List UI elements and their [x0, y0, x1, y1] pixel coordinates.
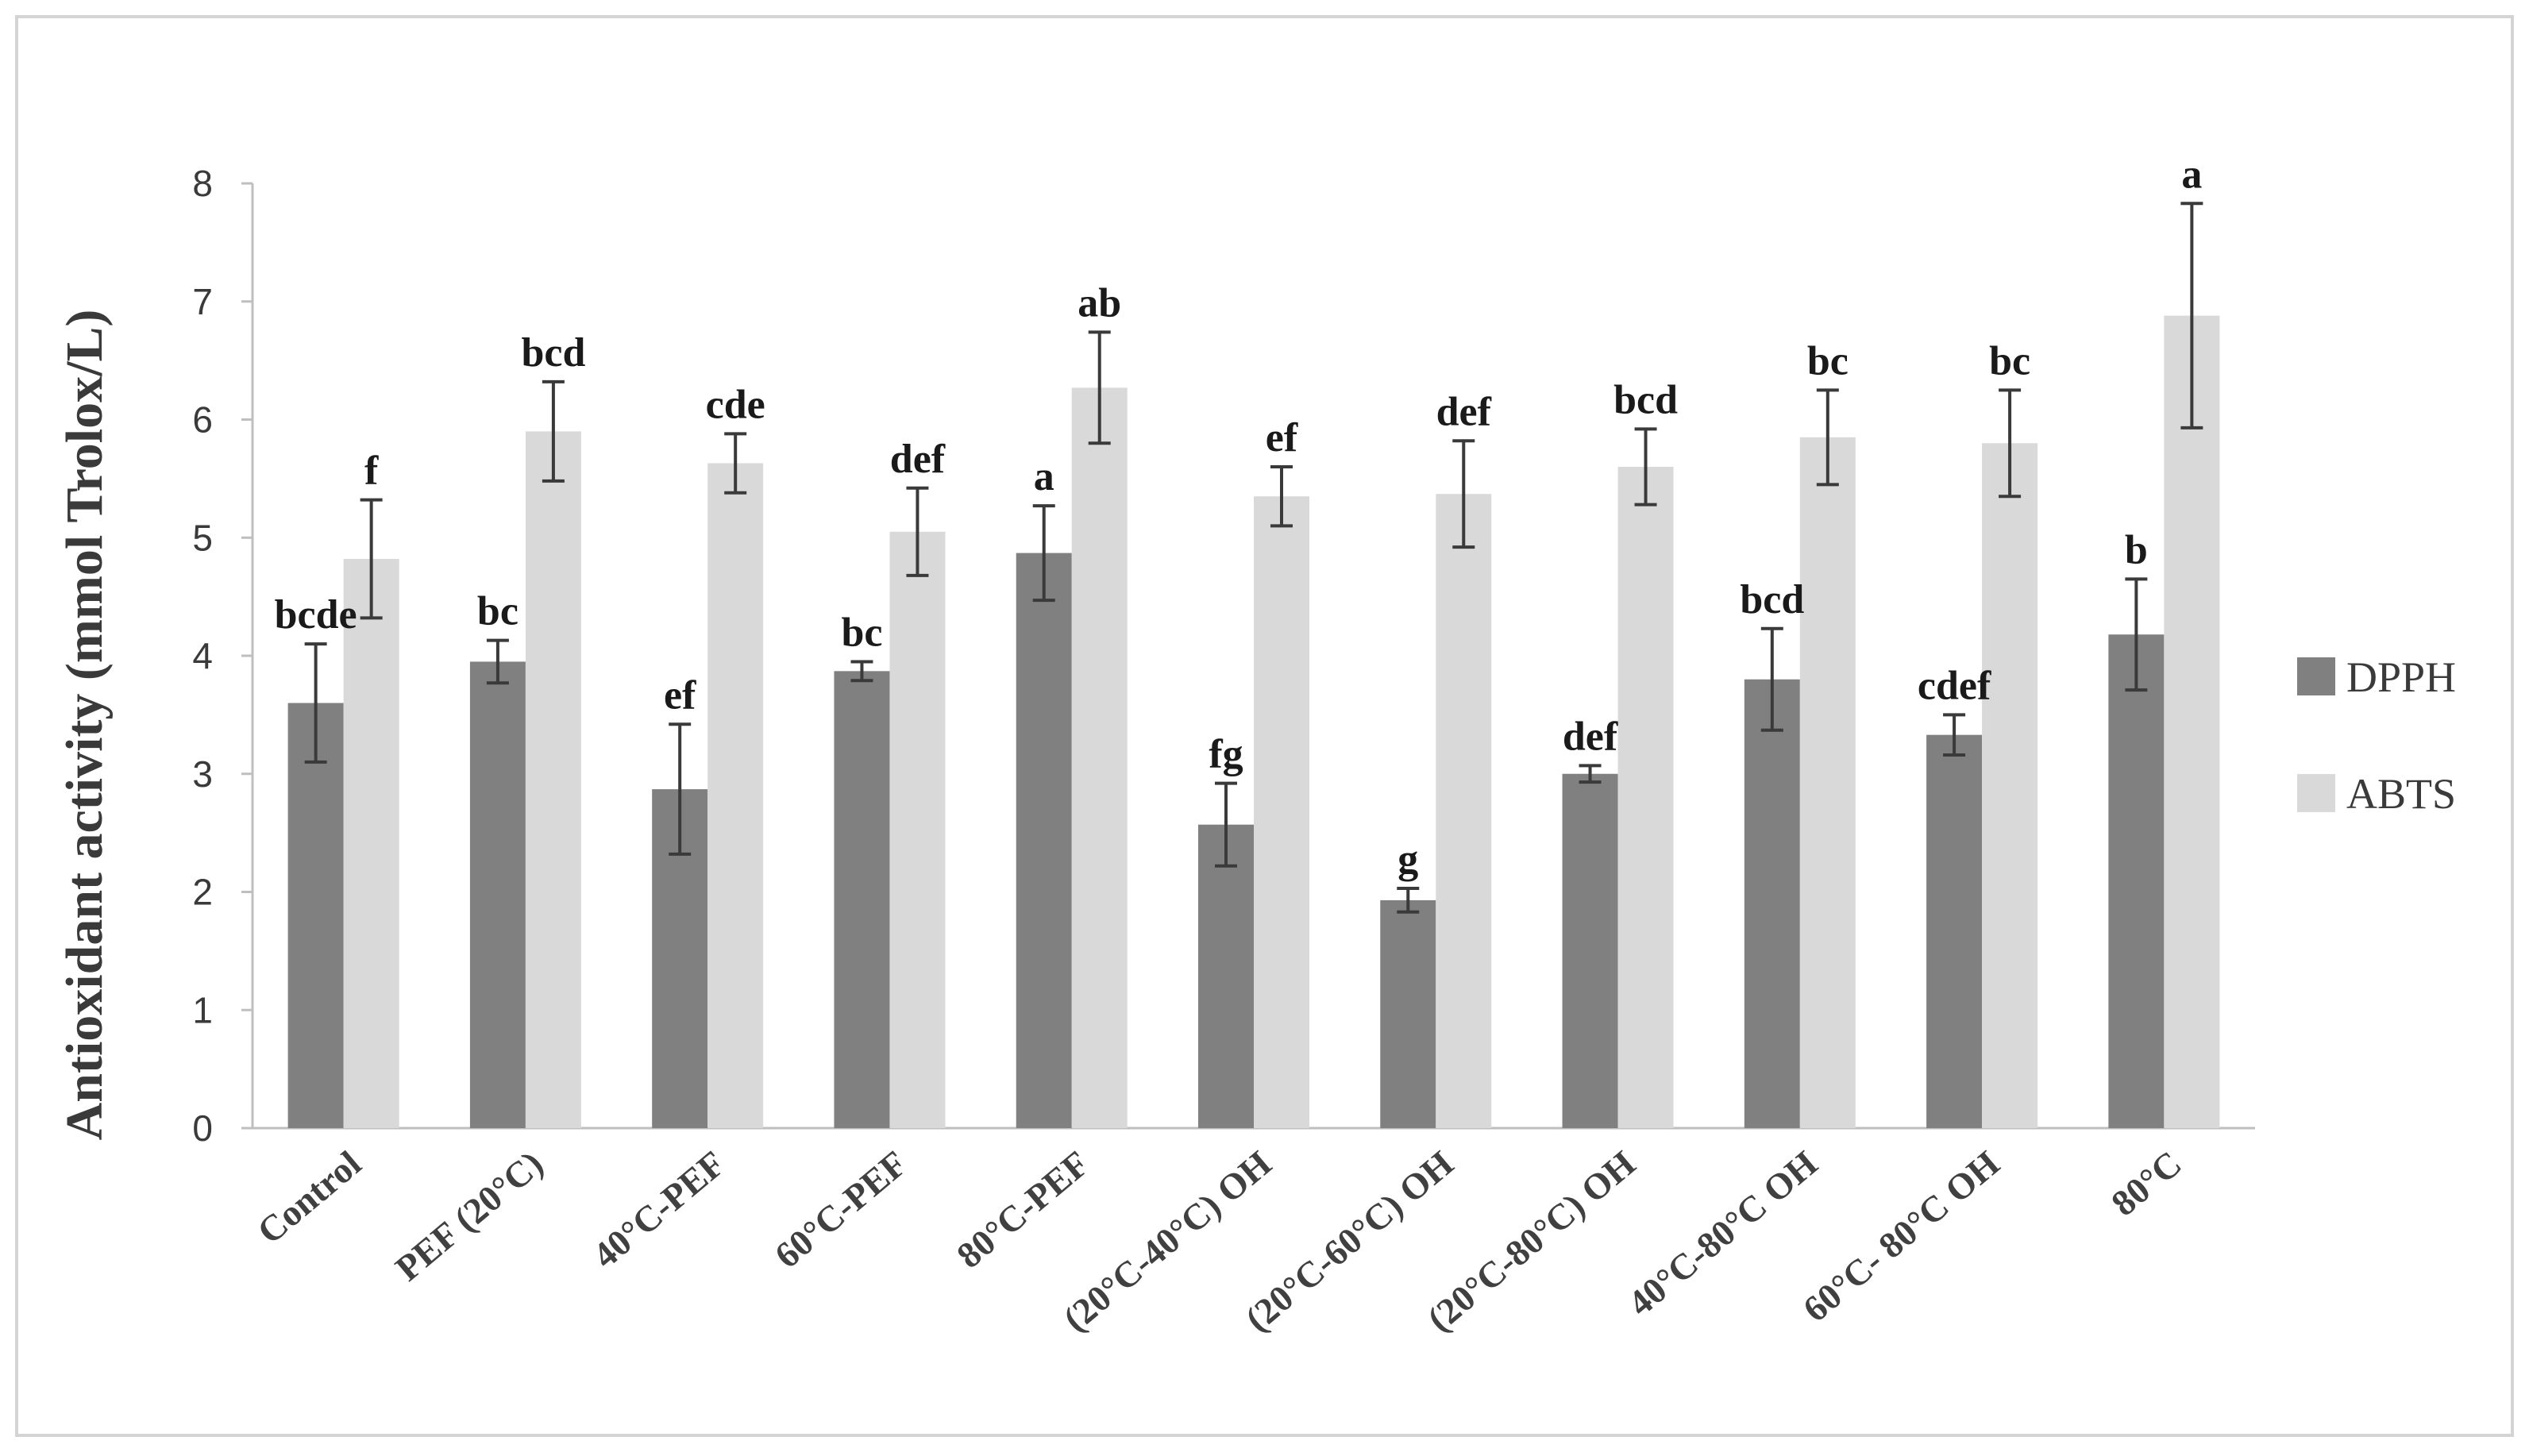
significance-letter: fg — [1209, 732, 1243, 777]
y-tick-label: 2 — [192, 872, 213, 913]
significance-letter: a — [2181, 152, 2202, 197]
significance-letter: bc — [1807, 338, 1849, 383]
bar-abts — [1799, 437, 1856, 1128]
legend-label-dpph: DPPH — [2346, 653, 2456, 701]
significance-letter: ab — [1078, 280, 1121, 325]
significance-letter: cdef — [1918, 663, 1991, 708]
significance-letter: f — [364, 449, 379, 494]
y-tick-label: 0 — [192, 1107, 213, 1149]
significance-letter: bcde — [275, 592, 357, 637]
bar-dpph — [1198, 824, 1254, 1128]
significance-letter: bc — [1989, 338, 2030, 383]
bar-abts — [889, 531, 946, 1128]
significance-letter: bcd — [1740, 577, 1804, 622]
y-tick-label: 3 — [192, 753, 213, 795]
legend-swatch-abts — [2297, 774, 2335, 812]
significance-letter: def — [1563, 714, 1618, 759]
bar-abts — [1071, 387, 1128, 1128]
bar-dpph — [287, 703, 344, 1128]
y-tick-label: 4 — [192, 635, 213, 676]
significance-letter: bcd — [1613, 377, 1678, 422]
legend-label-abts: ABTS — [2346, 770, 2456, 818]
significance-letter: bc — [477, 589, 519, 634]
significance-letter: bc — [841, 610, 882, 655]
y-tick-label: 5 — [192, 517, 213, 558]
bar-dpph — [834, 671, 890, 1128]
significance-letter: bcd — [521, 330, 585, 376]
significance-letter: a — [1034, 454, 1054, 499]
y-tick-label: 8 — [192, 163, 213, 204]
bar-abts — [1436, 494, 1492, 1128]
significance-letter: ef — [1266, 415, 1298, 460]
bar-dpph — [1926, 734, 1983, 1128]
bar-dpph — [2108, 634, 2165, 1128]
bar-dpph — [1562, 773, 1618, 1128]
significance-letter: def — [1436, 389, 1492, 434]
significance-letter: def — [890, 437, 946, 482]
significance-letter: b — [2125, 527, 2148, 572]
bar-abts — [1982, 443, 2038, 1128]
significance-letter: g — [1398, 837, 1418, 882]
bar-abts — [1254, 496, 1309, 1128]
bar-dpph — [1380, 899, 1436, 1128]
bar-abts — [707, 463, 764, 1128]
y-tick-label: 1 — [192, 989, 213, 1030]
bar-dpph — [469, 661, 526, 1128]
significance-letter: ef — [664, 672, 696, 718]
legend-swatch-dpph — [2297, 657, 2335, 695]
bar-abts — [2164, 315, 2220, 1129]
bar-dpph — [1744, 679, 1800, 1128]
bar-abts — [525, 431, 581, 1128]
bar-abts — [1617, 467, 1674, 1128]
y-tick-label: 7 — [192, 281, 213, 322]
y-tick-label: 6 — [192, 399, 213, 441]
bar-dpph — [1016, 553, 1072, 1128]
y-axis-label: Antioxidant activity (mmol Trolox/L) — [56, 310, 114, 1141]
significance-letter: cde — [706, 382, 765, 427]
bar-abts — [343, 559, 399, 1128]
